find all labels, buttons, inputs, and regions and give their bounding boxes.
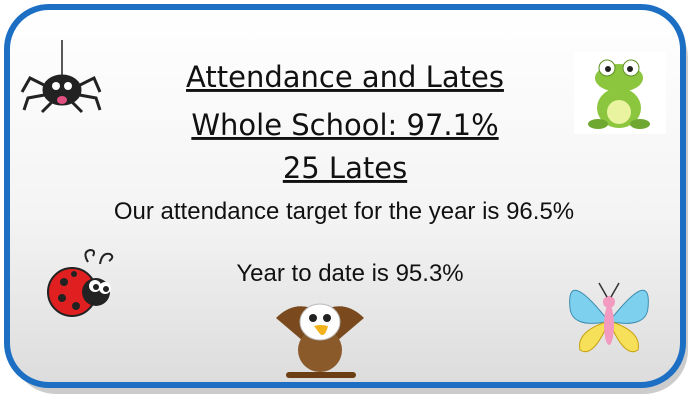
page: Attendance and Lates Whole School: 97.1%… (0, 0, 694, 403)
body-line: Our attendance target for the year is 96… (114, 198, 574, 225)
title-line: Attendance and Lates (186, 60, 504, 94)
title-line: 25 Lates (283, 151, 407, 185)
frog-icon (574, 52, 666, 134)
body-line: Year to date is 95.3% (236, 260, 463, 287)
poster: Attendance and Lates Whole School: 97.1%… (0, 0, 694, 403)
title-line: Whole School: 97.1% (191, 108, 498, 142)
